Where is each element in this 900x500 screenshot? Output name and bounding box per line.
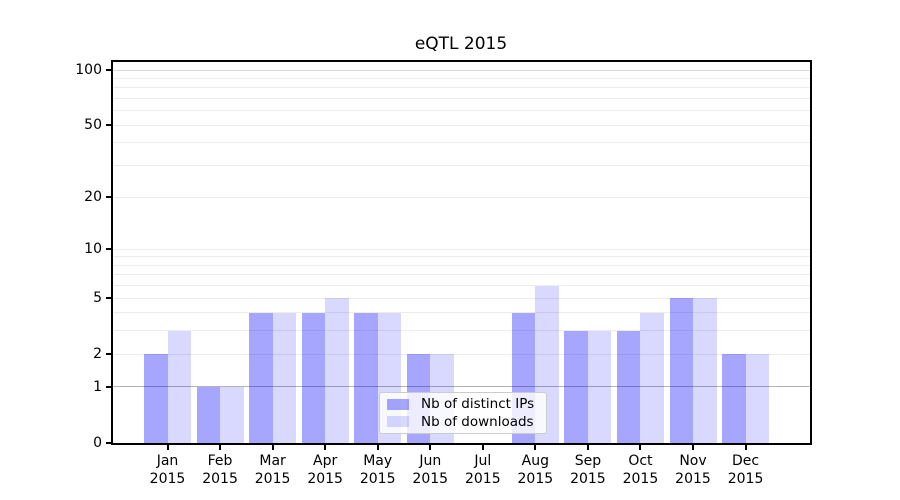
gridline-50 xyxy=(113,124,810,126)
gridline-30 xyxy=(113,165,810,167)
y-tick-5 xyxy=(106,297,111,300)
bar-apr-downloads xyxy=(325,298,349,443)
x-tick-label-nov: Nov 2015 xyxy=(675,453,711,487)
y-tick-label-50: 50 xyxy=(84,117,102,134)
x-tick-label-jul: Jul 2015 xyxy=(464,453,501,487)
y-tick-label-5: 5 xyxy=(93,290,102,307)
y-tick-label-100: 100 xyxy=(75,62,102,79)
bar-dec-distinct-ips xyxy=(722,354,746,443)
gridline-7 xyxy=(113,274,810,276)
x-tick-apr xyxy=(324,445,327,450)
x-tick-label-jun: Jun 2015 xyxy=(412,453,449,487)
bar-feb-downloads xyxy=(220,386,244,443)
x-tick-label-dec: Dec 2015 xyxy=(727,453,764,487)
y-tick-label-0: 0 xyxy=(93,435,102,451)
legend-swatch-distinct-ips xyxy=(387,398,409,410)
bar-dec-downloads xyxy=(745,354,770,443)
x-tick-nov xyxy=(692,445,694,450)
gridline-5 xyxy=(113,297,810,299)
gridline-8 xyxy=(113,264,810,266)
x-tick-label-may: May 2015 xyxy=(359,453,396,487)
x-tick-oct xyxy=(639,445,642,450)
gridline-70 xyxy=(113,98,810,100)
bar-sep-downloads xyxy=(587,330,612,443)
bar-mar-distinct-ips xyxy=(249,312,273,443)
chart-title: eQTL 2015 xyxy=(414,34,508,54)
legend-item-distinct-ips: Nb of distinct IPs xyxy=(380,396,546,413)
gridline-6 xyxy=(113,285,810,287)
x-tick-mar xyxy=(271,445,274,450)
legend-label-downloads: Nb of downloads xyxy=(421,413,534,430)
legend-label-distinct-ips: Nb of distinct IPs xyxy=(421,396,535,413)
y-tick-label-20: 20 xyxy=(84,189,102,205)
bar-feb-distinct-ips xyxy=(196,386,221,443)
x-tick-feb xyxy=(219,445,222,450)
x-tick-label-mar: Mar 2015 xyxy=(254,453,291,487)
gridline-3 xyxy=(113,330,810,332)
legend-swatch-downloads xyxy=(387,416,409,428)
gridline-2 xyxy=(113,353,810,355)
x-tick-aug xyxy=(534,445,537,450)
bar-sep-distinct-ips xyxy=(564,330,588,443)
x-tick-jun xyxy=(429,445,432,450)
x-tick-label-apr: Apr 2015 xyxy=(307,453,343,487)
y-tick-50 xyxy=(106,124,111,127)
bar-oct-distinct-ips xyxy=(616,330,641,443)
bar-apr-distinct-ips xyxy=(301,312,326,443)
x-tick-label-feb: Feb 2015 xyxy=(202,453,238,487)
y-tick-0 xyxy=(106,442,111,444)
y-tick-label-10: 10 xyxy=(84,241,102,258)
bar-oct-downloads xyxy=(640,312,664,443)
x-tick-may xyxy=(376,445,379,450)
y-tick-label-2: 2 xyxy=(93,346,102,363)
gridline-100 xyxy=(113,69,810,71)
gridline-80 xyxy=(113,87,810,89)
x-tick-dec xyxy=(744,445,747,450)
bar-may-distinct-ips xyxy=(354,312,378,443)
x-tick-label-jan: Jan 2015 xyxy=(149,453,186,487)
bar-nov-downloads xyxy=(693,298,717,443)
gridline-20 xyxy=(113,196,810,198)
y-tick-20 xyxy=(106,196,111,198)
legend: Nb of distinct IPs Nb of downloads xyxy=(379,392,547,434)
gridline-60 xyxy=(113,110,810,112)
y-tick-10 xyxy=(106,248,111,251)
gridline-40 xyxy=(113,142,810,144)
x-tick-label-oct: Oct 2015 xyxy=(622,453,659,487)
gridline-9 xyxy=(113,256,810,258)
bar-jan-downloads xyxy=(167,330,191,443)
gridline-4 xyxy=(113,312,810,314)
gridline-1 xyxy=(113,386,810,388)
x-tick-sep xyxy=(586,445,589,450)
gridline-90 xyxy=(113,78,810,80)
x-tick-jan xyxy=(166,445,169,450)
bar-nov-distinct-ips xyxy=(669,298,693,443)
y-tick-1 xyxy=(106,385,111,388)
legend-item-downloads: Nb of downloads xyxy=(380,413,546,430)
x-tick-label-aug: Aug 2015 xyxy=(517,453,554,487)
bar-jan-distinct-ips xyxy=(144,354,168,443)
x-tick-jul xyxy=(481,445,484,450)
y-tick-2 xyxy=(106,353,111,356)
gridline-10 xyxy=(113,248,810,250)
x-tick-label-sep: Sep 2015 xyxy=(570,453,606,487)
y-tick-label-1: 1 xyxy=(93,378,102,395)
bar-mar-downloads xyxy=(272,312,297,443)
y-tick-100 xyxy=(106,69,111,72)
